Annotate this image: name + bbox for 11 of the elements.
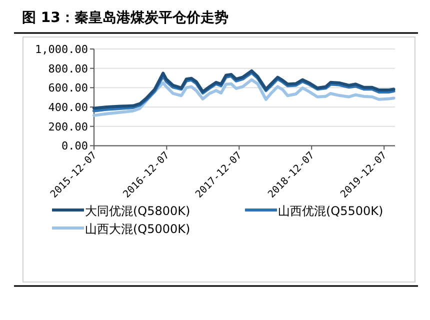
y-tick-label: 1,000.00 xyxy=(35,43,88,56)
y-tick-label: 0.00 xyxy=(62,140,88,153)
y-tick-label: 600.00 xyxy=(48,82,88,95)
y-tick-label: 800.00 xyxy=(48,62,88,76)
legend-label: 山西大混(Q5000K) xyxy=(85,222,190,236)
y-tick-label: 400.00 xyxy=(48,101,88,114)
y-tick-label: 200.00 xyxy=(48,120,88,134)
chart-title: 图 13：秦皇岛港煤炭平仓价走势 xyxy=(22,10,228,26)
legend-label: 大同优混(Q5800K) xyxy=(85,204,190,218)
legend-label: 山西优混(Q5500K) xyxy=(278,204,384,218)
line-series xyxy=(92,78,396,117)
